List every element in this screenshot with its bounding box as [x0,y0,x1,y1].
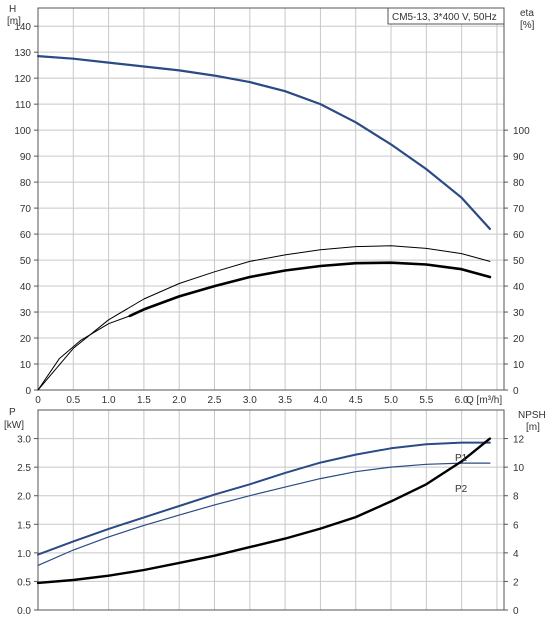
y-left-tick-label: 120 [14,74,31,85]
x-tick-label: 0 [35,395,41,406]
x-tick-label: 3.0 [243,395,257,406]
power-tick-label: 0.0 [17,606,31,617]
p1-curve [37,441,491,556]
H-curve [36,54,491,230]
npsh-tick-label: 8 [513,492,519,503]
power-axis-label: P [9,407,16,418]
bottom-grid [37,410,504,611]
power-tick-label: 2.5 [17,463,31,474]
npsh-tick-label: 0 [513,606,519,617]
x-tick-label: 4.5 [349,395,363,406]
y-left-tick-label: 0 [25,386,31,397]
power-tick-label: 1.0 [17,549,31,560]
y-left-tick-label: 50 [20,256,32,267]
y-left-tick-label: 40 [20,282,32,293]
power-tick-label: 0.5 [17,577,31,588]
legend-box [387,7,505,25]
y-left-tick-label: 140 [14,22,31,33]
y-left-tick-label: 10 [20,360,32,371]
p2-series-label: P2 [455,484,468,495]
y-left-tick-label: 30 [20,308,32,319]
y-right-tick-label: 0 [513,386,519,397]
eta_thin-curve [37,245,491,391]
y-right-tick-label: 10 [513,360,525,371]
power-tick-label: 3.0 [17,435,31,446]
npsh-curve [36,437,492,585]
power-tick-label: 1.5 [17,520,31,531]
x-tick-label: 2.0 [172,395,186,406]
head-axis-label: H [9,4,16,15]
npsh-tick-label: 2 [513,577,519,588]
npsh-tick-label: 10 [513,463,525,474]
bottom-axis-ticks: 0.0 0.5 1.0 1.5 2.0 2.5 3.0 0 2 4 6 8 10 12 [17,435,524,617]
y-right-tick-label: 100 [513,126,530,137]
y-left-tick-label: 90 [20,152,32,163]
y-right-tick-label: 60 [513,230,525,241]
y-left-tick-label: 130 [14,48,31,59]
eta_bold-curve [128,261,492,318]
npsh-axis-unit: [m] [526,422,540,433]
bottom-series [36,437,492,585]
y-right-tick-label: 40 [513,282,525,293]
y-right-tick-label: 20 [513,334,525,345]
legend-text: CM5-13, 3*400 V, 50Hz [392,12,497,23]
power-tick-label: 2.0 [17,492,31,503]
npsh-tick-label: 12 [513,435,525,446]
y-left-tick-label: 110 [15,100,31,111]
x-tick-label: 1.0 [102,395,116,406]
y-left-tick-label: 70 [20,204,32,215]
y-right-tick-label: 50 [513,256,525,267]
x-tick-label: 5.0 [384,395,398,406]
eta_start_thin-curve [37,315,131,391]
bottom-plot-frame [37,409,505,611]
flow-axis-label: Q [m³/h] [466,395,502,406]
y-left-tick-label: 100 [14,126,31,137]
x-tick-label: 2.5 [208,395,222,406]
eta-axis-unit: [%] [520,20,535,31]
npsh-tick-label: 6 [513,520,519,531]
x-tick-label: 0.5 [66,395,80,406]
eta-axis-label: eta [520,8,534,19]
x-tick-label: 4.0 [313,395,327,406]
npsh-axis-label: NPSH [518,410,546,421]
top-plot-frame [37,7,505,391]
y-right-tick-label: 70 [513,204,525,215]
top-grid [37,8,504,391]
y-right-tick-label: 80 [513,178,525,189]
x-tick-label: 5.5 [419,395,433,406]
top-series [36,54,492,391]
x-tick-label: 6.0 [455,395,469,406]
npsh-tick-label: 4 [513,549,519,560]
y-left-tick-label: 20 [20,334,32,345]
p2-curve [37,462,491,567]
y-right-tick-label: 90 [513,152,525,163]
p1-series-label: P1 [455,453,468,464]
power-axis-unit: [kW] [4,420,24,431]
y-left-tick-label: 80 [20,178,32,189]
head-axis-unit: [m] [7,16,21,27]
y-left-tick-label: 60 [20,230,32,241]
x-tick-label: 1.5 [137,395,151,406]
x-tick-label: 3.5 [278,395,292,406]
y-right-tick-label: 30 [513,308,525,319]
top-axis-ticks: 0 0.5 1.0 1.5 2.0 2.5 3.0 3.5 4.0 4.5 5.0 5.5 6.0 0 10… [14,22,530,406]
